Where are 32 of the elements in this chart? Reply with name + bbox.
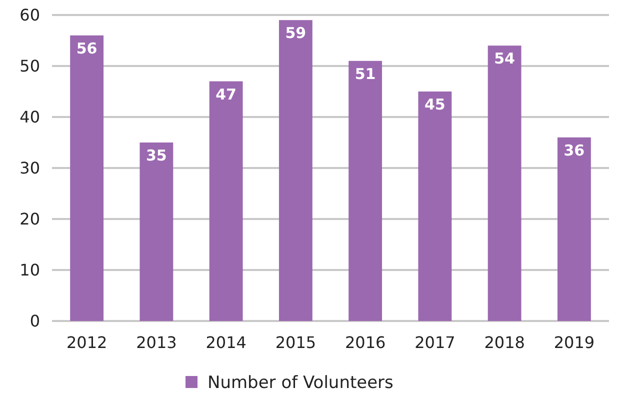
x-tick-label: 2018 [484,333,525,352]
data-label: 36 [564,141,585,160]
y-tick-label: 30 [20,158,40,178]
y-tick-label: 50 [20,56,40,76]
bar [348,60,382,321]
x-tick-label: 2012 [66,333,108,352]
bar [209,81,243,321]
x-tick-label: 2017 [414,333,456,352]
x-tick-label: 2015 [275,333,316,352]
data-label: 56 [76,39,98,58]
legend-label: Number of Volunteers [208,372,394,393]
data-label: 47 [216,85,236,104]
data-label: 54 [494,50,515,68]
x-tick-label: 2019 [554,333,595,352]
y-tick-label: 0 [30,312,40,331]
x-tick-label: 2016 [344,333,386,352]
bar [418,92,452,321]
data-label: 59 [285,24,306,42]
x-tick-label: 2014 [206,333,246,352]
y-tick-label: 40 [20,108,40,127]
bar [278,20,312,321]
bar [557,137,591,321]
y-tick-label: 10 [20,260,40,280]
data-label: 51 [354,64,376,83]
bar [140,142,174,321]
y-tick-label: 20 [20,210,40,229]
data-label: 45 [424,96,446,114]
bar [488,46,522,321]
bar [70,35,104,321]
data-label: 35 [146,146,167,164]
y-tick-label: 60 [20,6,40,25]
x-tick-label: 2013 [136,333,177,352]
